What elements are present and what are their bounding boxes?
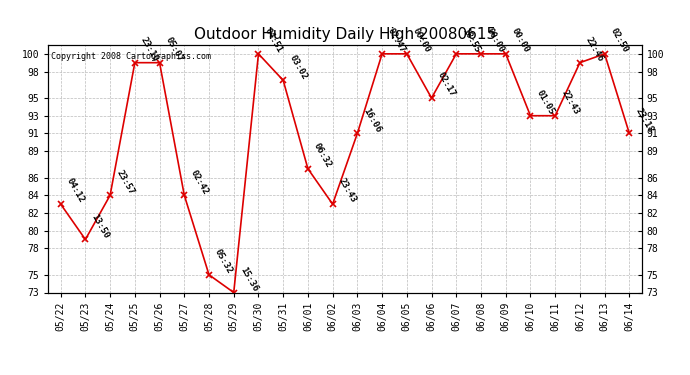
Text: 22:43: 22:43 bbox=[560, 88, 580, 116]
Text: 03:02: 03:02 bbox=[287, 53, 308, 81]
Text: 01:05: 01:05 bbox=[535, 88, 556, 116]
Text: 05:32: 05:32 bbox=[213, 248, 235, 275]
Text: 05:07: 05:07 bbox=[164, 36, 185, 63]
Text: 00:00: 00:00 bbox=[510, 27, 531, 54]
Text: 06:32: 06:32 bbox=[312, 142, 333, 170]
Text: 23:43: 23:43 bbox=[337, 177, 358, 205]
Text: 02:42: 02:42 bbox=[188, 168, 210, 196]
Text: 22:46: 22:46 bbox=[584, 36, 605, 63]
Text: 04:12: 04:12 bbox=[65, 177, 86, 205]
Text: 16:06: 16:06 bbox=[362, 106, 383, 134]
Text: 02:17: 02:17 bbox=[435, 71, 457, 99]
Text: 00:00: 00:00 bbox=[485, 27, 506, 54]
Text: 18:55: 18:55 bbox=[460, 27, 482, 54]
Title: Outdoor Humidity Daily High 20080615: Outdoor Humidity Daily High 20080615 bbox=[194, 27, 496, 42]
Text: 13:50: 13:50 bbox=[90, 212, 111, 240]
Text: 23:10: 23:10 bbox=[139, 36, 160, 63]
Text: 02:47: 02:47 bbox=[386, 27, 408, 54]
Text: 04:51: 04:51 bbox=[263, 27, 284, 54]
Text: 15:36: 15:36 bbox=[238, 266, 259, 293]
Text: 02:50: 02:50 bbox=[609, 27, 630, 54]
Text: 23:57: 23:57 bbox=[115, 168, 135, 196]
Text: Copyright 2008 Cartographics.com: Copyright 2008 Cartographics.com bbox=[51, 53, 211, 62]
Text: 00:00: 00:00 bbox=[411, 27, 432, 54]
Text: 23:18: 23:18 bbox=[633, 106, 655, 134]
